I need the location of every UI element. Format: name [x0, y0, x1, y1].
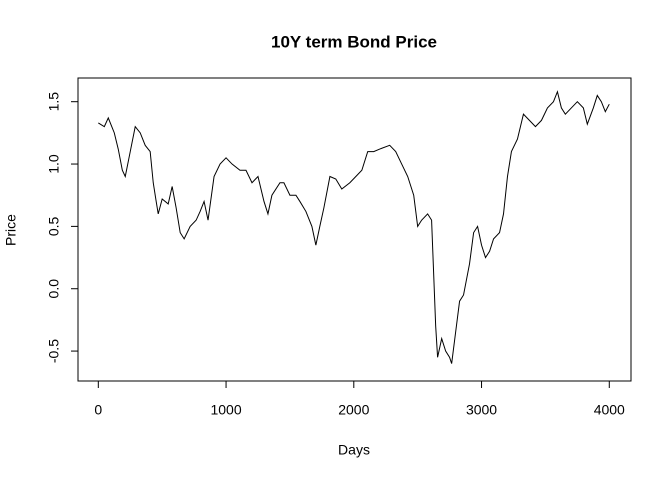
y-tick-label: 1.5	[46, 92, 62, 112]
x-tick-label: 4000	[594, 402, 625, 418]
price-line	[98, 90, 610, 364]
x-tick-label: 0	[94, 402, 102, 418]
x-tick-label: 1000	[210, 402, 241, 418]
x-tick-label: 3000	[466, 402, 497, 418]
y-axis-label: Price	[3, 214, 19, 246]
y-tick-label: 0.0	[46, 279, 62, 299]
y-tick-label: 0.5	[46, 216, 62, 236]
y-tick-label: 1.0	[46, 154, 62, 174]
x-axis-label: Days	[338, 442, 370, 458]
y-tick-label: -0.5	[46, 339, 62, 363]
x-tick-label: 2000	[338, 402, 369, 418]
chart-title: 10Y term Bond Price	[271, 32, 437, 51]
